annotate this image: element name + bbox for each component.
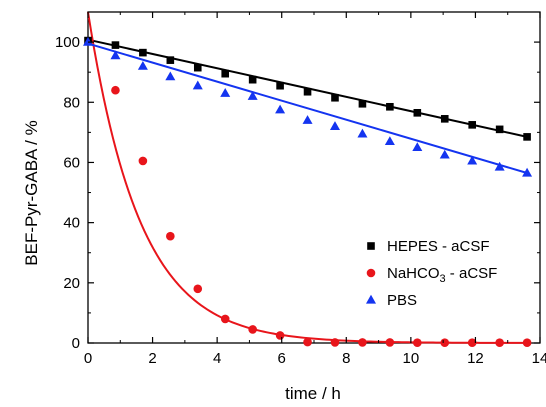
data-point	[440, 115, 449, 123]
data-point	[523, 133, 531, 141]
x-tick-label: 8	[342, 350, 350, 367]
axis-ticks: 0 2 4 6 8 10 12 14 0 20 40 60 80 100	[55, 11, 546, 367]
x-tick-label: 4	[213, 350, 221, 367]
data-point	[166, 56, 175, 64]
y-tick-label: 40	[63, 215, 80, 232]
data-point	[248, 75, 257, 84]
data-point	[275, 331, 285, 340]
x-axis-title: time / h	[285, 384, 341, 403]
data-markers	[83, 36, 533, 347]
data-point	[276, 81, 284, 90]
fit-curves	[87, 11, 528, 344]
data-point	[220, 88, 231, 97]
data-point	[385, 338, 395, 347]
data-point	[495, 125, 504, 134]
data-point	[139, 48, 147, 57]
data-point	[494, 161, 505, 171]
x-tick-label: 14	[532, 350, 546, 367]
data-point	[193, 63, 202, 72]
data-point	[439, 149, 450, 159]
data-point	[303, 337, 312, 347]
legend-marker	[366, 294, 376, 304]
data-point	[110, 50, 121, 60]
legend-label: NaHCO3 - aCSF	[387, 265, 497, 285]
data-point	[111, 85, 120, 95]
data-point	[522, 338, 532, 347]
data-point	[138, 156, 148, 166]
fit-line	[87, 42, 528, 174]
y-tick-label: 80	[63, 94, 80, 111]
data-point	[331, 93, 339, 102]
legend-label: PBS	[387, 292, 417, 309]
data-point	[192, 80, 203, 90]
data-point	[467, 155, 478, 165]
data-point	[384, 136, 395, 145]
data-point	[358, 99, 367, 108]
data-point	[522, 167, 533, 177]
data-point	[413, 109, 422, 117]
data-point	[358, 338, 367, 347]
data-point	[495, 338, 504, 347]
x-tick-label: 10	[403, 350, 420, 367]
data-point	[412, 142, 423, 152]
data-point	[330, 338, 340, 347]
data-point	[137, 60, 148, 70]
data-point	[111, 41, 120, 49]
y-axis-title: BEF-Pyr-GABA / %	[22, 120, 41, 265]
data-point	[193, 284, 203, 294]
x-tick-label: 2	[148, 350, 156, 367]
data-point	[303, 87, 312, 96]
x-tick-label: 0	[84, 350, 92, 367]
data-point	[220, 314, 230, 324]
y-tick-label: 0	[72, 335, 80, 352]
legend-label: HEPES - aCSF	[387, 238, 490, 255]
legend-marker	[367, 242, 375, 250]
plot-frame	[87, 11, 541, 344]
x-tick-label: 6	[278, 350, 286, 367]
data-point	[302, 115, 313, 124]
y-tick-label: 60	[63, 154, 80, 171]
plot-border	[87, 11, 541, 344]
legend-marker	[366, 268, 376, 278]
data-point	[165, 71, 176, 81]
data-point	[247, 91, 258, 100]
fit-line	[87, 11, 528, 344]
data-point	[221, 69, 230, 78]
data-point	[166, 231, 175, 241]
data-point	[467, 338, 477, 347]
y-tick-label: 20	[63, 275, 80, 292]
y-tick-label: 100	[55, 34, 80, 51]
data-point	[275, 104, 286, 114]
data-point	[329, 121, 340, 130]
legend: HEPES - aCSF NaHCO3 - aCSF PBS	[366, 238, 497, 309]
data-point	[83, 36, 93, 46]
data-point	[468, 121, 476, 129]
data-point	[413, 338, 422, 347]
data-point	[440, 338, 450, 347]
data-point	[357, 128, 368, 138]
x-tick-label: 12	[467, 350, 484, 367]
data-point	[248, 325, 257, 334]
data-point	[386, 102, 394, 111]
